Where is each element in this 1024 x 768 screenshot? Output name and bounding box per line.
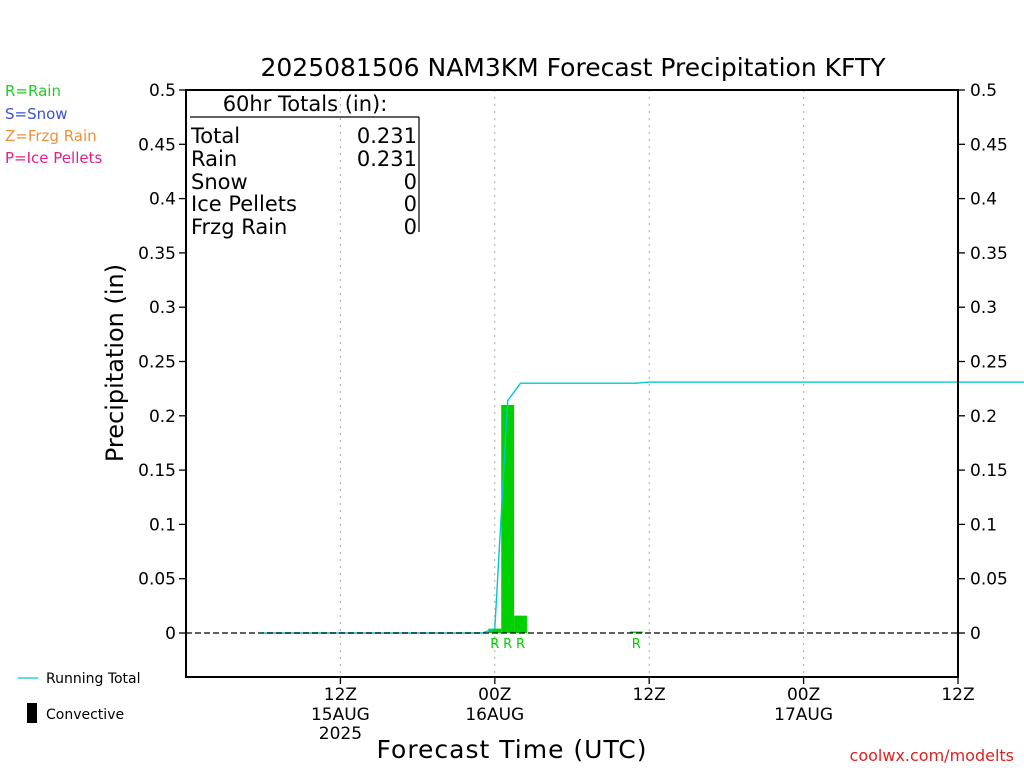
y-axis-label: Precipitation (in) [101, 264, 129, 462]
bars [488, 404, 643, 633]
precip-bar-1 [501, 404, 515, 633]
totals-snow-label: Snow [191, 170, 248, 194]
y-tick-label-left-1: 0.05 [138, 570, 176, 590]
x-tick-year-0: 2025 [319, 724, 362, 744]
x-tick-label-1: 00Z [478, 685, 511, 705]
totals-total-value: 0.231 [357, 124, 417, 148]
running-total-legend-label: Running Total [46, 671, 141, 687]
precip-type-label-3: R [632, 637, 641, 652]
totals-frzg-rain-label: Frzg Rain [191, 215, 287, 239]
y-tick-label-right-1: 0.05 [970, 570, 1008, 590]
x-tick-label-2: 12Z [633, 685, 666, 705]
precip-type-label-1: R [503, 637, 512, 652]
totals-heading: 60hr Totals (in): [223, 92, 388, 116]
running-total-series [263, 381, 1024, 634]
y-tick-label-right-6: 0.3 [970, 298, 997, 318]
precip-type-label-2: R [516, 637, 525, 652]
legend-rain: R=Rain [5, 82, 61, 100]
plot-frame [185, 89, 959, 678]
y-tick-label-left-3: 0.15 [138, 461, 176, 481]
totals-total-label: Total [190, 124, 240, 148]
totals-snow-value: 0 [404, 170, 417, 194]
running-total-line [263, 381, 1024, 634]
y-tick-label-right-10: 0.5 [970, 81, 997, 101]
gridlines [339, 90, 959, 677]
y-tick-label-right-4: 0.2 [970, 407, 997, 427]
precip-type-legend: R=Rain S=Snow Z=Frzg Rain P=Ice Pellets [5, 82, 102, 167]
y-tick-label-left-7: 0.35 [138, 244, 176, 264]
y-tick-label-right-2: 0.1 [970, 515, 997, 535]
x-tick-label-3: 00Z [787, 685, 820, 705]
totals-rain-value: 0.231 [357, 147, 417, 171]
y-tick-label-right-7: 0.35 [970, 244, 1008, 264]
y-tick-label-left-5: 0.25 [138, 353, 176, 373]
x-tick-date-3: 17AUG [774, 705, 833, 725]
x-axis-label: Forecast Time (UTC) [377, 735, 648, 764]
totals-frzg-rain-value: 0 [404, 215, 417, 239]
y-tick-label-left-6: 0.3 [149, 298, 176, 318]
chart-title: 2025081506 NAM3KM Forecast Precipitation… [260, 53, 886, 82]
y-tick-label-right-5: 0.25 [970, 353, 1008, 373]
totals-ice-pellets-value: 0 [404, 192, 417, 216]
totals-ice-pellets-label: Ice Pellets [191, 192, 297, 216]
y-tick-label-right-9: 0.45 [970, 135, 1008, 155]
y-tick-label-left-10: 0.5 [149, 81, 176, 101]
x-tick-date-0: 15AUG [311, 705, 370, 725]
legend-ice-pellets: P=Ice Pellets [5, 149, 102, 167]
legend-snow: S=Snow [5, 105, 68, 123]
credit-text: coolwx.com/modelts [850, 746, 1014, 765]
totals-box: 60hr Totals (in): Total 0.231 Rain 0.231… [190, 92, 420, 239]
y-tick-label-left-0: 0 [165, 624, 176, 644]
convective-legend-label: Convective [46, 707, 124, 723]
precip-bar-3 [629, 631, 643, 633]
totals-rain-label: Rain [191, 147, 237, 171]
y-axis-ticks: 0 00.05 0.050.1 0.10.15 0.150.2 0.20.25 0.250.… [138, 81, 1008, 644]
legend-frzg-rain: Z=Frzg Rain [5, 127, 97, 145]
x-tick-date-1: 16AUG [465, 705, 524, 725]
precip-type-label-0: R [490, 637, 499, 652]
convective-swatch [27, 703, 37, 723]
y-tick-label-right-3: 0.15 [970, 461, 1008, 481]
series-legend: Running Total Convective [18, 671, 141, 723]
y-tick-label-left-8: 0.4 [149, 190, 176, 210]
y-tick-label-left-4: 0.2 [149, 407, 176, 427]
y-tick-label-left-2: 0.1 [149, 515, 176, 535]
x-tick-label-0: 12Z [324, 685, 357, 705]
x-tick-label-4: 12Z [941, 685, 974, 705]
precip-bar-0 [488, 628, 502, 633]
precip-bar-2 [514, 615, 527, 633]
y-tick-label-right-8: 0.4 [970, 190, 997, 210]
y-tick-label-left-9: 0.45 [138, 135, 176, 155]
y-tick-label-right-0: 0 [970, 624, 981, 644]
